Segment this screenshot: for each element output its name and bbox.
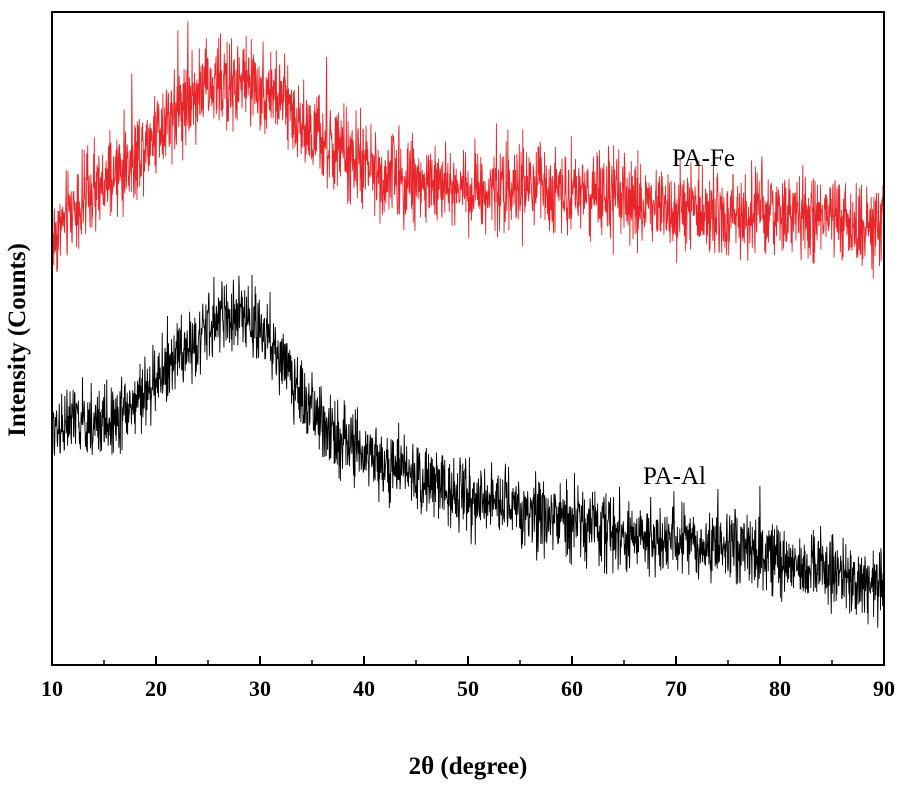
- x-tick-label: 50: [457, 676, 479, 701]
- y-axis-title: Intensity (Counts): [4, 243, 31, 437]
- plot-area: [51, 21, 885, 628]
- series-line-pa-fe: [51, 21, 885, 279]
- x-axis-title: 2θ (degree): [409, 753, 528, 780]
- series-label-pa-fe: PA-Fe: [672, 145, 735, 172]
- x-tick-label: 90: [873, 676, 895, 701]
- x-tick-label: 20: [145, 676, 167, 701]
- series-line-pa-al: [51, 274, 885, 628]
- series-label-pa-al: PA-Al: [643, 463, 706, 490]
- x-axis-ticks: 10 20 30 40 50 60 70 80 90: [41, 656, 895, 701]
- x-tick-label: 60: [561, 676, 583, 701]
- x-tick-label: 40: [353, 676, 375, 701]
- x-tick-label: 10: [41, 676, 63, 701]
- x-tick-label: 70: [665, 676, 687, 701]
- x-tick-label: 80: [769, 676, 791, 701]
- x-tick-label: 30: [249, 676, 271, 701]
